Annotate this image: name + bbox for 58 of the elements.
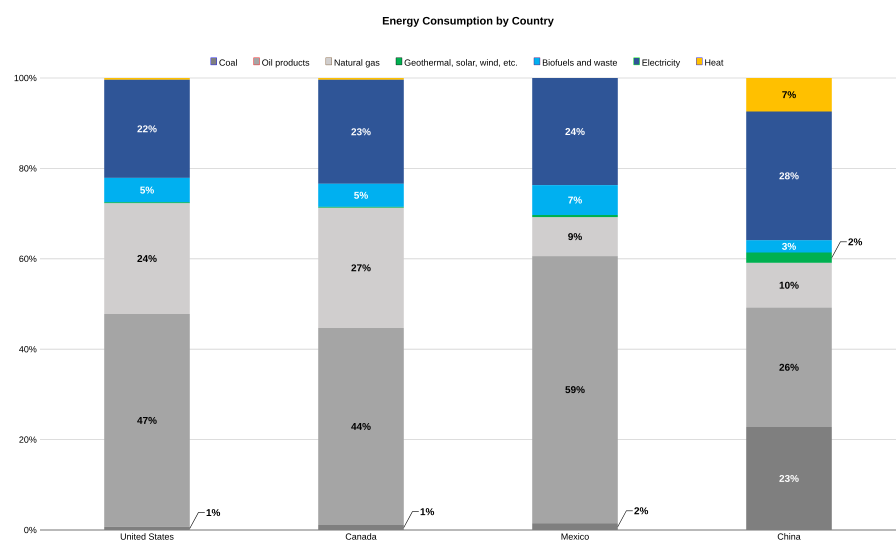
data-label: 26% xyxy=(779,364,799,371)
bar xyxy=(318,208,404,328)
bar xyxy=(746,262,832,308)
data-label: 2% xyxy=(848,238,862,246)
bar xyxy=(318,328,404,526)
bar xyxy=(746,308,832,427)
data-label: 44% xyxy=(351,422,371,430)
bar xyxy=(104,178,190,202)
y-tick-label: 80% xyxy=(19,165,36,172)
bar xyxy=(104,80,190,178)
data-label: 7% xyxy=(568,196,582,204)
legend-label: Electricity xyxy=(642,59,680,68)
bar xyxy=(104,314,190,527)
data-label: 59% xyxy=(565,386,585,394)
data-label: 27% xyxy=(351,264,371,272)
data-label: 1% xyxy=(420,508,434,516)
data-label: 5% xyxy=(354,192,368,199)
data-label: 10% xyxy=(780,282,799,289)
data-label: 22% xyxy=(137,125,157,132)
data-label: 24% xyxy=(137,255,157,262)
bar xyxy=(746,111,832,240)
x-tick-label: United States xyxy=(120,533,174,540)
y-tick-label: 0% xyxy=(24,526,36,534)
bar xyxy=(746,240,832,252)
bar xyxy=(318,184,404,207)
y-tick-label: 100% xyxy=(14,74,36,82)
data-label: 28% xyxy=(779,172,799,180)
bar xyxy=(532,78,618,186)
bar xyxy=(104,203,190,314)
legend-label: Heat xyxy=(705,59,724,66)
legend-label: Oil products xyxy=(262,59,310,68)
data-label: 1% xyxy=(206,509,220,516)
bar xyxy=(746,252,832,263)
bar xyxy=(532,185,618,215)
data-label: 23% xyxy=(351,128,371,136)
y-tick-label: 40% xyxy=(19,346,36,352)
y-tick-label: 20% xyxy=(19,436,36,443)
bar xyxy=(532,217,618,256)
legend-label: Coal xyxy=(219,59,237,66)
data-label: 47% xyxy=(137,416,157,424)
x-tick-label: Canada xyxy=(346,533,377,540)
data-label: 3% xyxy=(782,242,796,250)
x-tick-label: Mexico xyxy=(562,533,589,540)
bar xyxy=(746,78,832,112)
data-label: 24% xyxy=(565,128,585,136)
data-label: 7% xyxy=(782,91,796,98)
data-label: 5% xyxy=(140,186,154,194)
chart-title: Energy Consumption by Country xyxy=(382,16,554,27)
x-tick-label: China xyxy=(778,533,801,540)
data-label: 2% xyxy=(634,507,648,514)
data-label: 23% xyxy=(779,474,799,482)
legend-label: Natural gas xyxy=(334,59,380,68)
data-label: 9% xyxy=(568,233,582,240)
bar xyxy=(318,80,404,184)
legend-label: Geothermal, solar, wind, etc. xyxy=(404,59,517,67)
legend-label: Biofuels and waste xyxy=(542,59,617,66)
bar xyxy=(532,256,618,524)
y-tick-label: 60% xyxy=(19,256,36,262)
